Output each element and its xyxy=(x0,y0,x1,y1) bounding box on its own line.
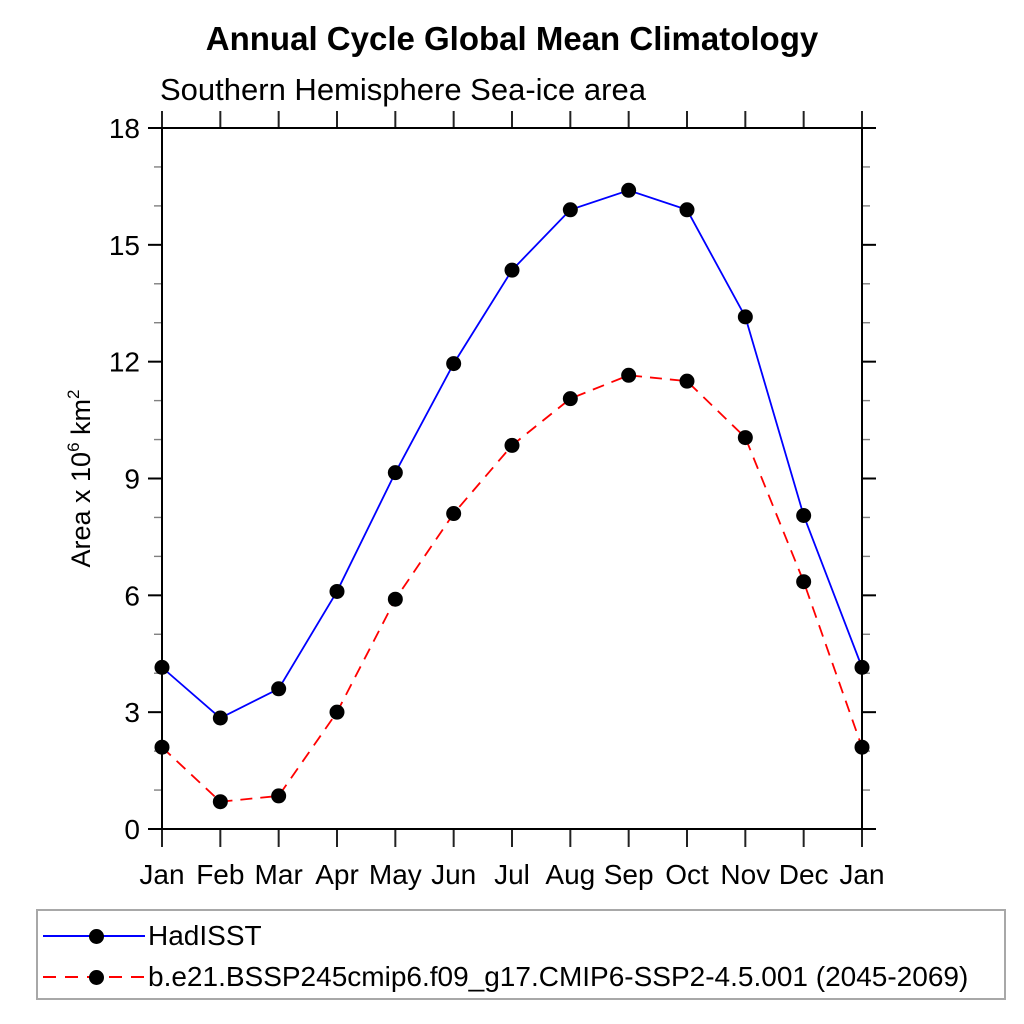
chart-subtitle: Southern Hemisphere Sea-ice area xyxy=(160,72,646,107)
y-tick-label: 9 xyxy=(124,464,140,495)
data-point-marker-1 xyxy=(562,391,578,407)
data-point-marker-1 xyxy=(679,373,695,389)
data-point-marker-1 xyxy=(621,367,637,383)
data-point-marker-0 xyxy=(737,309,753,325)
x-tick-label: Apr xyxy=(315,859,359,890)
legend-entry-hadisst: HadISST xyxy=(43,920,262,952)
data-point-marker-1 xyxy=(271,788,287,804)
x-tick-label: Jun xyxy=(431,859,476,890)
x-tick-label: Aug xyxy=(545,859,595,890)
y-tick-label: 18 xyxy=(109,113,140,144)
x-tick-label: Sep xyxy=(604,859,654,890)
y-tick-label: 15 xyxy=(109,230,140,261)
legend-label-hadisst: HadISST xyxy=(148,920,262,951)
y-tick-label: 0 xyxy=(124,814,140,845)
data-point-marker-0 xyxy=(329,583,345,599)
y-axis-label: Area x 106 km2 xyxy=(64,389,96,567)
data-point-marker-1 xyxy=(329,704,345,720)
x-tick-label: May xyxy=(369,859,422,890)
y-tick-label: 3 xyxy=(124,697,140,728)
data-point-marker-0 xyxy=(679,202,695,218)
data-point-marker-0 xyxy=(621,182,637,198)
y-tick-label: 6 xyxy=(124,580,140,611)
marker-dot-icon xyxy=(89,928,104,944)
legend-entry-model: b.e21.BSSP245cmip6.f09_g17.CMIP6-SSP2-4.… xyxy=(43,961,968,993)
data-point-marker-0 xyxy=(212,710,228,726)
data-point-marker-0 xyxy=(504,262,520,278)
x-tick-label: Oct xyxy=(665,859,709,890)
marker-dot-icon xyxy=(89,969,104,985)
legend-sample-solid-line xyxy=(43,920,145,952)
plot-frame xyxy=(161,127,863,830)
x-tick-label: Nov xyxy=(720,859,770,890)
x-tick-label: Feb xyxy=(196,859,244,890)
data-point-marker-1 xyxy=(387,591,403,607)
x-tick-label: Jan xyxy=(839,859,884,890)
data-point-marker-0 xyxy=(854,659,870,675)
x-tick-label: Mar xyxy=(255,859,303,890)
data-point-marker-1 xyxy=(796,574,812,590)
legend-label-model: b.e21.BSSP245cmip6.f09_g17.CMIP6-SSP2-4.… xyxy=(148,961,969,992)
data-point-marker-0 xyxy=(271,681,287,697)
data-point-marker-1 xyxy=(737,430,753,446)
data-point-marker-0 xyxy=(387,465,403,481)
data-point-marker-1 xyxy=(504,437,520,453)
legend-sample-dashed-line xyxy=(43,961,145,993)
legend-box: HadISST b.e21.BSSP245cmip6.f09_g17.CMIP6… xyxy=(36,909,1006,1000)
x-tick-label: Jan xyxy=(139,859,184,890)
x-tick-label: Dec xyxy=(779,859,829,890)
x-tick-label: Jul xyxy=(494,859,530,890)
data-point-marker-0 xyxy=(796,507,812,523)
data-point-marker-0 xyxy=(446,356,462,372)
data-point-marker-1 xyxy=(446,506,462,522)
data-point-marker-0 xyxy=(154,659,170,675)
data-point-marker-1 xyxy=(154,739,170,755)
data-point-marker-0 xyxy=(562,202,578,218)
chart-title: Annual Cycle Global Mean Climatology xyxy=(205,20,819,57)
y-tick-label: 12 xyxy=(109,347,140,378)
data-point-marker-1 xyxy=(854,739,870,755)
data-point-marker-1 xyxy=(212,794,228,810)
